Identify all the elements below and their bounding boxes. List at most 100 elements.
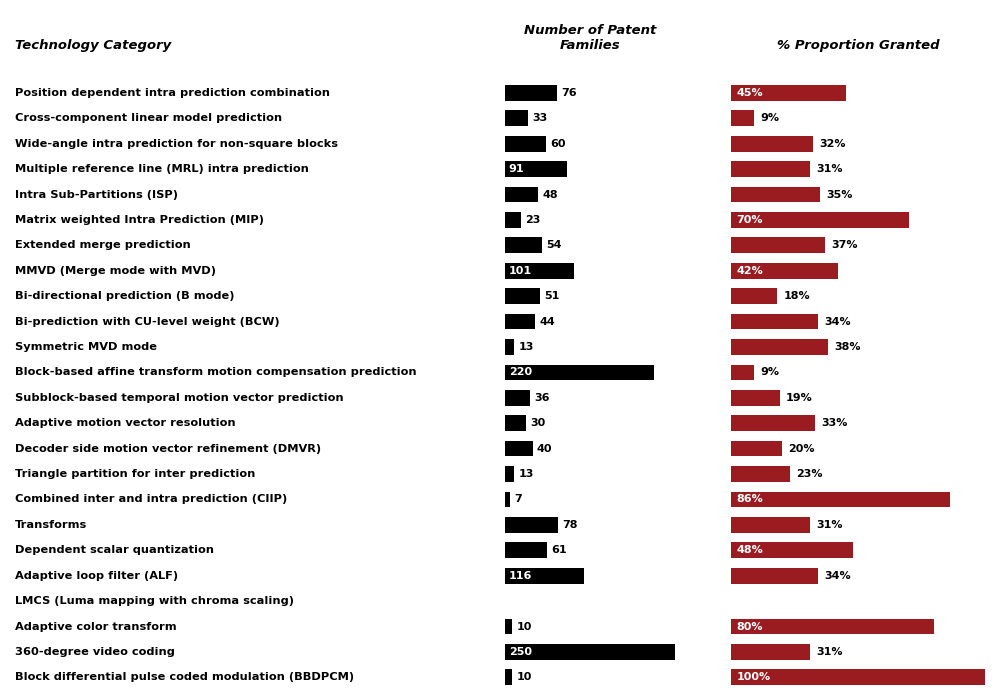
Text: Adaptive color transform: Adaptive color transform xyxy=(15,622,176,631)
Text: 10: 10 xyxy=(516,673,532,682)
Text: 34%: 34% xyxy=(823,571,850,581)
Bar xyxy=(731,161,809,177)
Text: 61: 61 xyxy=(551,545,566,556)
Bar xyxy=(505,365,654,381)
Bar xyxy=(731,517,809,533)
Text: Multiple reference line (MRL) intra prediction: Multiple reference line (MRL) intra pred… xyxy=(15,164,308,174)
Text: 48: 48 xyxy=(542,190,558,199)
Text: 80%: 80% xyxy=(736,622,762,631)
Bar xyxy=(505,85,557,101)
Bar xyxy=(505,415,525,431)
Bar xyxy=(731,491,948,507)
Bar xyxy=(505,110,527,126)
Text: 19%: 19% xyxy=(785,393,812,403)
Text: 42%: 42% xyxy=(736,266,762,276)
Text: 13: 13 xyxy=(518,342,534,352)
Text: Bi-prediction with CU-level weight (BCW): Bi-prediction with CU-level weight (BCW) xyxy=(15,316,279,327)
Text: Adaptive motion vector resolution: Adaptive motion vector resolution xyxy=(15,418,236,428)
Text: 31%: 31% xyxy=(815,520,842,530)
Text: Technology Category: Technology Category xyxy=(15,39,171,52)
Text: % Proportion Granted: % Proportion Granted xyxy=(776,39,938,52)
Bar xyxy=(731,110,753,126)
Text: 7: 7 xyxy=(514,494,522,505)
Bar xyxy=(505,619,512,634)
Text: 37%: 37% xyxy=(831,240,857,250)
Text: 70%: 70% xyxy=(736,215,762,225)
Bar xyxy=(731,85,845,101)
Text: 60: 60 xyxy=(550,139,566,148)
Text: Bi-directional prediction (B mode): Bi-directional prediction (B mode) xyxy=(15,291,235,301)
Text: 18%: 18% xyxy=(782,291,809,301)
Text: 31%: 31% xyxy=(815,164,842,174)
Text: 20%: 20% xyxy=(787,443,814,454)
Bar xyxy=(505,339,514,355)
Bar xyxy=(731,263,837,279)
Bar xyxy=(505,289,540,304)
Text: Adaptive loop filter (ALF): Adaptive loop filter (ALF) xyxy=(15,571,178,581)
Text: 23%: 23% xyxy=(795,469,822,479)
Text: MMVD (Merge mode with MVD): MMVD (Merge mode with MVD) xyxy=(15,266,216,276)
Text: Wide-angle intra prediction for non-square blocks: Wide-angle intra prediction for non-squa… xyxy=(15,139,338,148)
Text: 48%: 48% xyxy=(736,545,762,556)
Text: 23: 23 xyxy=(525,215,540,225)
Text: Dependent scalar quantization: Dependent scalar quantization xyxy=(15,545,214,556)
Text: LMCS (Luma mapping with chroma scaling): LMCS (Luma mapping with chroma scaling) xyxy=(15,596,293,606)
Bar xyxy=(505,136,546,151)
Bar xyxy=(505,466,514,482)
Text: 9%: 9% xyxy=(759,367,778,377)
Text: 33%: 33% xyxy=(821,418,847,428)
Text: 31%: 31% xyxy=(815,647,842,657)
Text: Position dependent intra prediction combination: Position dependent intra prediction comb… xyxy=(15,88,330,98)
Text: Decoder side motion vector refinement (DMVR): Decoder side motion vector refinement (D… xyxy=(15,443,321,454)
Bar xyxy=(505,517,558,533)
Bar xyxy=(731,669,984,685)
Bar xyxy=(505,314,535,330)
Bar xyxy=(731,542,852,558)
Bar xyxy=(731,466,789,482)
Text: Combined inter and intra prediction (CIIP): Combined inter and intra prediction (CII… xyxy=(15,494,287,505)
Text: Extended merge prediction: Extended merge prediction xyxy=(15,240,191,250)
Bar xyxy=(731,644,809,660)
Bar xyxy=(505,568,583,583)
Text: 38%: 38% xyxy=(833,342,860,352)
Text: Subblock-based temporal motion vector prediction: Subblock-based temporal motion vector pr… xyxy=(15,393,343,403)
Bar xyxy=(505,390,529,406)
Text: 360-degree video coding: 360-degree video coding xyxy=(15,647,175,657)
Text: 33: 33 xyxy=(532,114,547,123)
Text: 51: 51 xyxy=(544,291,559,301)
Bar xyxy=(731,212,909,228)
Text: 91: 91 xyxy=(508,164,524,174)
Text: Transforms: Transforms xyxy=(15,520,87,530)
Bar xyxy=(731,441,781,457)
Bar xyxy=(505,441,532,457)
Text: 10: 10 xyxy=(516,622,532,631)
Bar xyxy=(731,415,814,431)
Text: 116: 116 xyxy=(508,571,532,581)
Bar xyxy=(731,136,812,151)
Bar xyxy=(505,644,674,660)
Text: 86%: 86% xyxy=(736,494,762,505)
Bar xyxy=(505,238,542,253)
Text: Matrix weighted Intra Prediction (MIP): Matrix weighted Intra Prediction (MIP) xyxy=(15,215,263,225)
Text: 30: 30 xyxy=(530,418,545,428)
Bar xyxy=(731,619,933,634)
Bar xyxy=(731,390,778,406)
Text: 13: 13 xyxy=(518,469,534,479)
Text: Intra Sub-Partitions (ISP): Intra Sub-Partitions (ISP) xyxy=(15,190,178,199)
Text: 32%: 32% xyxy=(818,139,845,148)
Text: 76: 76 xyxy=(561,88,577,98)
Bar xyxy=(505,542,546,558)
Text: 36: 36 xyxy=(534,393,549,403)
Bar xyxy=(505,491,510,507)
Text: 40: 40 xyxy=(536,443,552,454)
Bar xyxy=(731,365,753,381)
Text: 34%: 34% xyxy=(823,316,850,327)
Text: 220: 220 xyxy=(508,367,532,377)
Text: 78: 78 xyxy=(562,520,578,530)
Text: 54: 54 xyxy=(546,240,562,250)
Bar xyxy=(731,289,776,304)
Bar xyxy=(731,339,827,355)
Bar xyxy=(505,187,538,202)
Text: 44: 44 xyxy=(539,316,555,327)
Bar xyxy=(731,238,824,253)
